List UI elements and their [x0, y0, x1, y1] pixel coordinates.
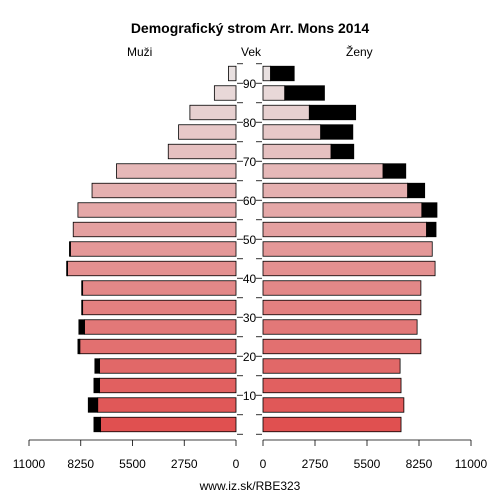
male-bar	[100, 416, 237, 433]
male-bar	[91, 182, 237, 199]
female-bar	[262, 319, 418, 335]
female-excess-bar	[330, 143, 355, 160]
male-bar	[84, 319, 237, 335]
male-axis-tick-label: 2750	[171, 457, 198, 471]
population-axis: 0 0 2750 2750 5500 5500 8250 8250 11000 11000	[13, 439, 488, 471]
age-axis: 10 20 30 40 50 60 70 80 90	[237, 63, 262, 435]
male-axis-tick-label: 5500	[119, 457, 146, 471]
bars-group	[66, 65, 438, 433]
source-label: www.iz.sk/RBE323	[199, 479, 301, 493]
male-excess-bar	[77, 338, 81, 355]
male-excess-bar	[78, 319, 85, 335]
female-excess-bar	[284, 85, 325, 101]
female-excess-bar	[320, 124, 354, 140]
female-bar	[262, 143, 332, 160]
male-axis-tick-label: 11000	[13, 457, 46, 471]
male-bar	[167, 143, 237, 160]
female-bar	[262, 221, 427, 238]
female-bar	[262, 338, 422, 355]
female-excess-bar	[382, 163, 407, 179]
male-bar	[97, 397, 237, 413]
female-bar	[262, 397, 405, 413]
age-tick-label: 10	[243, 389, 257, 403]
female-bar	[262, 358, 401, 374]
age-tick-label: 30	[243, 311, 257, 325]
female-bar	[262, 299, 422, 316]
age-tick-label: 50	[243, 233, 257, 247]
female-axis-tick-label: 8250	[406, 457, 433, 471]
female-bar	[262, 163, 384, 179]
male-bar	[99, 377, 237, 394]
male-excess-bar	[93, 377, 100, 394]
female-bar	[262, 260, 436, 277]
male-bar	[70, 241, 237, 257]
female-excess-bar	[426, 221, 437, 238]
male-bar	[99, 358, 237, 374]
age-tick-label: 40	[243, 272, 257, 286]
male-bar	[228, 65, 237, 82]
chart-title: Demografický strom Arr. Mons 2014	[131, 20, 370, 36]
female-bar	[262, 124, 322, 140]
male-bar	[79, 338, 237, 355]
male-excess-bar	[66, 260, 68, 277]
male-excess-bar	[81, 299, 84, 316]
female-bar	[262, 85, 286, 101]
female-bar	[262, 377, 402, 394]
female-bar	[262, 241, 433, 257]
male-bar	[67, 260, 237, 277]
age-tick-label: 90	[243, 77, 257, 91]
female-axis-tick-label: 5500	[354, 457, 381, 471]
female-axis-tick-label: 11000	[455, 457, 488, 471]
male-bar	[213, 85, 237, 101]
age-axis-label: Vek	[241, 45, 262, 59]
age-tick-label: 70	[243, 155, 257, 169]
male-axis-tick-label: 8250	[67, 457, 94, 471]
age-tick-label: 20	[243, 350, 257, 364]
male-excess-bar	[94, 358, 100, 374]
male-excess-bar	[93, 416, 101, 433]
female-excess-bar	[421, 202, 438, 218]
female-bar	[262, 104, 310, 121]
male-excess-bar	[87, 397, 99, 413]
female-bar	[262, 280, 422, 296]
male-excess-bar	[69, 241, 71, 257]
female-axis-tick-label: 2750	[302, 457, 329, 471]
male-bar	[77, 202, 237, 218]
female-excess-bar	[407, 182, 426, 199]
male-excess-bar	[81, 280, 84, 296]
female-excess-bar	[308, 104, 357, 121]
age-tick-label: 60	[243, 194, 257, 208]
male-label: Muži	[127, 45, 152, 59]
male-bar	[189, 104, 237, 121]
male-axis-tick-label: 0	[233, 457, 240, 471]
male-bar	[72, 221, 237, 238]
female-bar	[262, 182, 409, 199]
female-label: Ženy	[346, 44, 373, 59]
male-bar	[178, 124, 237, 140]
female-excess-bar	[270, 65, 295, 82]
male-bar	[116, 163, 237, 179]
age-tick-label: 80	[243, 116, 257, 130]
female-bar	[262, 202, 423, 218]
female-axis-tick-label: 0	[260, 457, 267, 471]
female-bar	[262, 65, 271, 82]
male-bar	[82, 280, 237, 296]
female-bar	[262, 416, 402, 433]
male-bar	[82, 299, 237, 316]
